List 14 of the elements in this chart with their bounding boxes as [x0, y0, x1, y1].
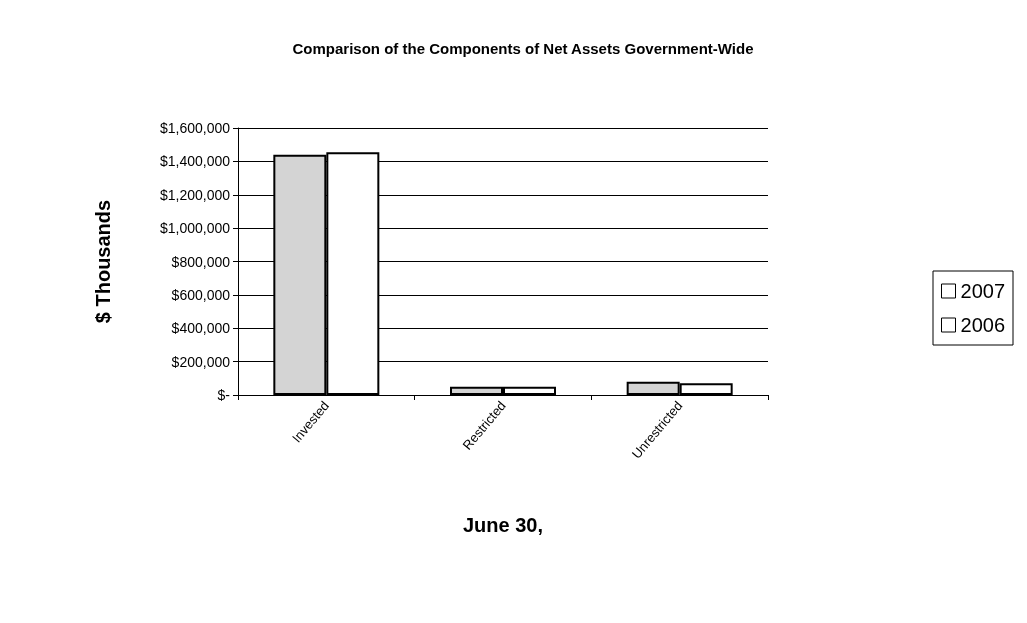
y-tick-label: $200,000: [171, 353, 231, 370]
x-axis-title: June 30,: [462, 514, 544, 536]
y-tick-label: $-: [217, 387, 231, 403]
y-tick-label: $1,600,000: [159, 120, 231, 136]
legend-label: 2006: [960, 314, 1006, 336]
y-axis-title: $ Thousands: [92, 199, 114, 324]
y-tick-label: $600,000: [171, 286, 231, 303]
y-tick-label: $800,000: [171, 253, 231, 270]
y-tick-label: $1,200,000: [159, 186, 231, 203]
y-tick-label: $1,000,000: [159, 220, 231, 237]
y-tick-label: $400,000: [171, 320, 231, 337]
legend-label: 2007: [960, 280, 1006, 302]
chart-title: Comparison of the Components of Net Assets Government-Wide: [292, 40, 754, 57]
y-tick-label: $1,400,000: [159, 153, 231, 170]
